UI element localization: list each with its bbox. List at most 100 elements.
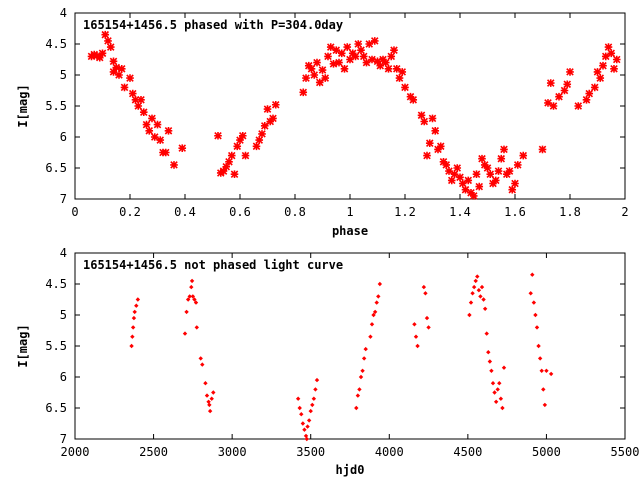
x-tick-label: 5500	[611, 445, 640, 459]
data-point	[490, 381, 496, 386]
data-point	[479, 284, 485, 290]
data-point	[310, 402, 315, 408]
data-point	[478, 154, 486, 163]
data-point	[329, 60, 338, 68]
data-point	[269, 114, 277, 123]
data-point	[534, 325, 540, 330]
y-tick-label: 6	[60, 370, 67, 384]
data-point	[314, 377, 320, 383]
x-tick-label: 0.6	[229, 205, 251, 219]
data-point	[142, 120, 151, 129]
data-point	[381, 58, 390, 67]
data-point	[98, 49, 107, 58]
data-point	[546, 79, 555, 87]
data-point	[495, 387, 500, 392]
data-point	[302, 74, 310, 82]
y-tick-label: 5.5	[45, 339, 67, 353]
data-point	[310, 71, 319, 79]
data-point	[478, 294, 483, 299]
data-point	[362, 58, 371, 67]
data-point	[313, 387, 318, 392]
x-tick-label: 0.4	[174, 205, 196, 219]
data-point	[530, 272, 535, 277]
data-point	[305, 424, 310, 429]
data-point	[475, 274, 480, 279]
data-point	[590, 83, 599, 92]
data-point	[593, 68, 602, 76]
data-point	[384, 65, 393, 73]
data-point	[304, 436, 309, 442]
y-tick-label: 5	[60, 308, 67, 322]
data-point	[131, 315, 137, 321]
data-point	[335, 58, 343, 67]
x-tick-label: 3500	[296, 445, 325, 459]
y-tick-label: 6.5	[45, 401, 67, 415]
data-point	[193, 300, 199, 305]
data-point	[130, 334, 135, 339]
data-point	[204, 393, 210, 398]
data-point	[368, 55, 376, 64]
x-tick-label: 1.4	[449, 205, 471, 219]
data-point	[445, 167, 453, 175]
data-point	[182, 331, 188, 336]
data-point	[198, 356, 203, 361]
data-point	[467, 312, 472, 318]
data-point	[185, 297, 191, 302]
data-point	[481, 297, 486, 302]
data-point	[373, 57, 382, 66]
data-point	[390, 46, 398, 54]
data-point	[489, 368, 494, 373]
data-point	[90, 50, 99, 59]
data-point	[513, 161, 522, 169]
data-point	[476, 288, 482, 293]
data-point	[187, 294, 192, 299]
data-point	[413, 334, 419, 339]
data-point	[492, 390, 497, 395]
data-point	[424, 315, 430, 321]
data-point	[494, 167, 503, 175]
chart-title: 165154+1456.5 phased with P=304.0day	[83, 18, 343, 32]
y-tick-label: 7	[60, 432, 67, 446]
data-point	[258, 130, 266, 138]
data-point	[472, 170, 481, 178]
data-point	[324, 52, 332, 61]
data-point	[321, 74, 330, 82]
y-ticks: 4 4.5 5 5.5 6 6.5 7	[45, 246, 625, 446]
data-point	[372, 309, 378, 315]
data-point	[531, 300, 537, 305]
y-tick-label: 4	[60, 6, 67, 20]
y-ticks: 4 4.5 5 5.5 6 6.5 7	[45, 6, 625, 206]
data-point	[303, 433, 309, 439]
data-point	[131, 96, 140, 104]
data-point	[544, 99, 552, 107]
data-point	[148, 114, 156, 123]
data-point	[134, 102, 143, 110]
data-point	[395, 74, 404, 82]
data-point	[271, 100, 280, 109]
data-point	[311, 396, 317, 401]
data-point	[306, 418, 312, 423]
x-tick-label: 2000	[61, 445, 90, 459]
data-point	[500, 145, 508, 154]
data-point	[398, 68, 407, 76]
data-point	[505, 167, 514, 175]
data-point	[126, 74, 134, 82]
y-tick-label: 6.5	[45, 161, 67, 175]
data-point	[337, 49, 346, 58]
data-point	[599, 61, 607, 70]
data-point	[370, 37, 379, 45]
data-point	[544, 368, 549, 373]
data-point	[161, 148, 170, 157]
data-point	[574, 102, 583, 110]
y-tick-label: 5	[60, 68, 67, 82]
x-tick-label: 4000	[375, 445, 404, 459]
data-point	[533, 312, 538, 318]
data-point	[442, 161, 451, 169]
data-point	[500, 405, 505, 411]
data-point	[511, 179, 519, 188]
data-point	[486, 170, 495, 178]
data-point	[487, 359, 493, 364]
data-point	[596, 74, 605, 82]
data-point	[563, 80, 572, 89]
data-point	[343, 43, 352, 51]
